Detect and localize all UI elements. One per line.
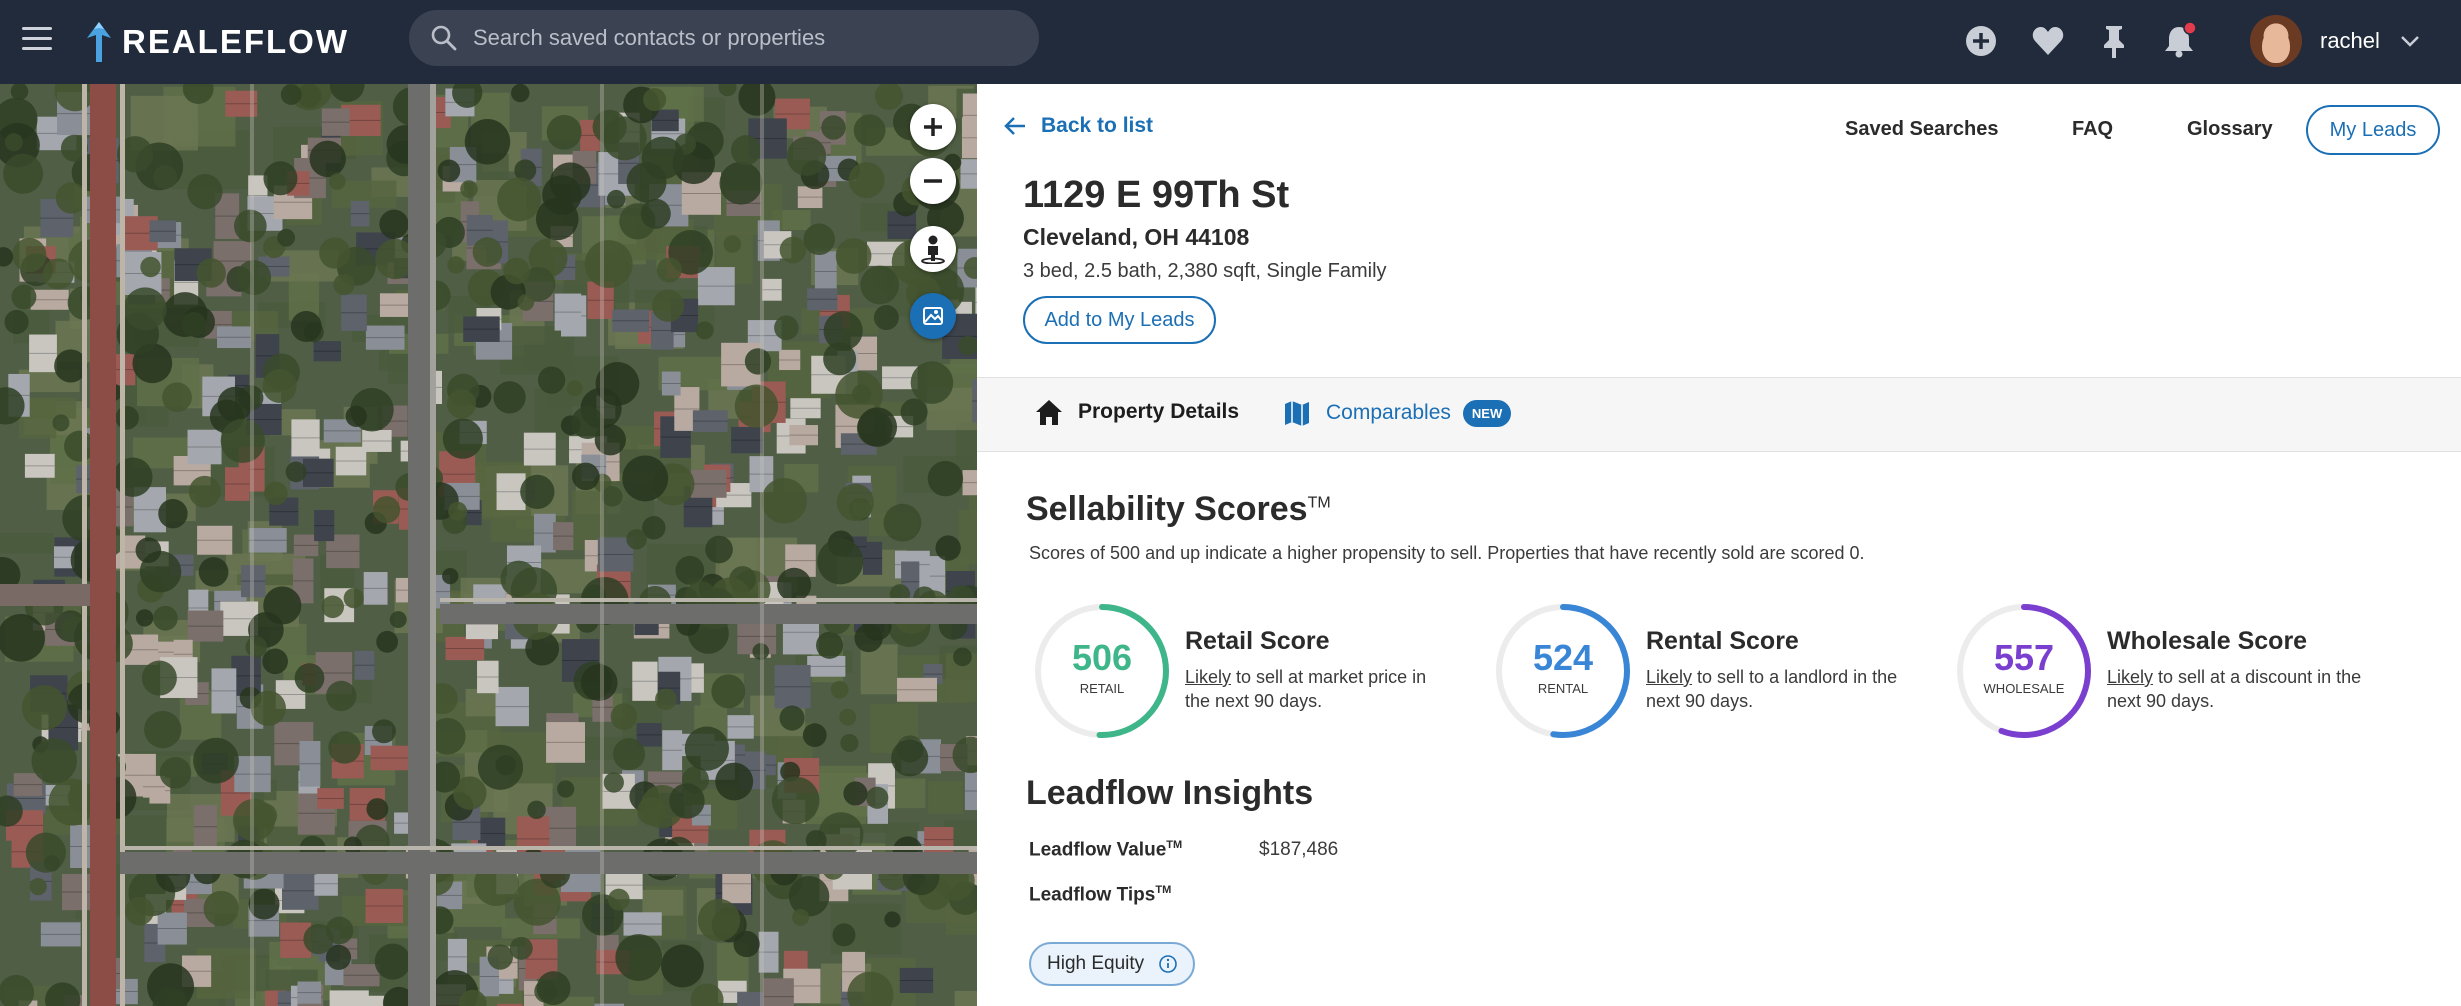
zoom-in-button[interactable] [910,104,956,150]
street-view-button[interactable] [910,226,956,272]
score-value: 524 [1532,637,1594,678]
high-equity-label: High Equity [1047,953,1145,974]
my-leads-button[interactable]: My Leads [2306,105,2440,155]
logo-mark-icon [87,22,111,62]
search-input[interactable]: Search saved contacts or properties [409,10,1039,66]
chevron-down-icon [2401,36,2419,47]
score-title: Retail Score [1185,627,1330,655]
score-value: 557 [1993,637,2055,678]
saved-searches-link[interactable]: Saved Searches [1845,118,1999,140]
zoom-out-button[interactable] [910,158,956,204]
zoom-out-icon [924,179,942,183]
zoom-in-icon [924,118,942,136]
score-card: 557 WHOLESALE Wholesale Score Likely to sel… [1952,599,2392,749]
likely-link[interactable]: Likely [1646,667,1693,687]
search-placeholder: Search saved contacts or properties [473,25,826,50]
add-icon[interactable] [1962,22,2000,60]
new-badge: NEW [1462,399,1512,427]
bell-icon[interactable] [2160,22,2198,60]
pin-icon[interactable] [2095,22,2133,60]
satellite-imagery [0,84,977,1006]
score-description: Likely to sell at a discount in the next… [2107,667,2362,711]
search-icon [431,25,457,51]
tab-property-details-label: Property Details [1078,400,1240,423]
logo[interactable]: REALEFLOW [82,16,349,68]
home-icon [1036,400,1062,425]
score-gauge [1496,604,1630,738]
score-card: 506 RETAIL Retail Score Likely to sell at m… [1030,599,1470,749]
score-value: 506 [1071,637,1133,678]
leadflow-value-label: Leadflow ValueTM [1029,839,1183,861]
back-to-list-link[interactable]: Back to list [1003,114,1153,138]
heart-icon[interactable] [2029,22,2067,60]
info-icon[interactable] [1158,954,1178,974]
score-gauge [1035,604,1169,738]
score-type-label: RENTAL [1537,681,1589,696]
tab-comparables[interactable]: Comparables NEW [1282,398,1512,428]
score-description: Likely to sell at market price in the ne… [1185,667,1427,711]
property-facts: 3 bed, 2.5 bath, 2,380 sqft, Single Fami… [1023,260,1387,282]
score-title: Wholesale Score [2107,627,2308,655]
map-icon [1285,401,1309,426]
avatar [2250,15,2302,67]
leadflow-value: $187,486 [1259,839,1339,860]
tab-property-details[interactable]: Property Details [1034,398,1239,426]
property-city-state: Cleveland, OH 44108 [1023,224,1250,250]
map-layer-button[interactable] [910,293,956,339]
property-detail-panel: Back to list Saved Searches FAQ Glossary… [977,84,2461,1006]
back-label: Back to list [1041,114,1154,137]
likely-link[interactable]: Likely [2107,667,2154,687]
glossary-link[interactable]: Glossary [2187,118,2273,140]
score-card: 524 RENTAL Rental Score Likely to sell to a… [1491,599,1931,749]
logo-text: REALEFLOW [122,23,349,60]
property-address: 1129 E 99Th St [1023,174,1290,216]
score-title: Rental Score [1646,627,1799,655]
high-equity-chip[interactable]: High Equity [1029,942,1195,986]
menu-icon[interactable] [22,27,52,57]
arrow-left-icon [1004,117,1025,135]
user-menu[interactable]: rachel [2250,12,2422,70]
faq-link[interactable]: FAQ [2072,118,2114,140]
sellability-title: Sellability ScoresTM [1026,490,1331,528]
tab-comparables-label: Comparables [1326,401,1451,424]
add-to-my-leads-button[interactable]: Add to My Leads [1023,296,1216,344]
score-type-label: RETAIL [1079,681,1125,696]
score-type-label: WHOLESALE [1983,681,2065,696]
sellability-description: Scores of 500 and up indicate a higher p… [1029,543,1865,563]
score-description: Likely to sell to a landlord in the next… [1646,667,1898,711]
leadflow-tips-label: Leadflow TipsTM [1029,884,1172,906]
score-gauge [1957,604,2091,738]
map-layer-icon [923,307,943,325]
satellite-map[interactable] [0,84,977,1006]
likely-link[interactable]: Likely [1185,667,1232,687]
property-tabs: Property Details Comparables NEW [977,377,2461,452]
username: rachel [2320,28,2380,53]
top-navigation-bar: REALEFLOW Search saved contacts or prope… [0,0,2461,84]
street-view-icon [921,235,945,264]
insights-title: Leadflow Insights [1026,774,1314,812]
